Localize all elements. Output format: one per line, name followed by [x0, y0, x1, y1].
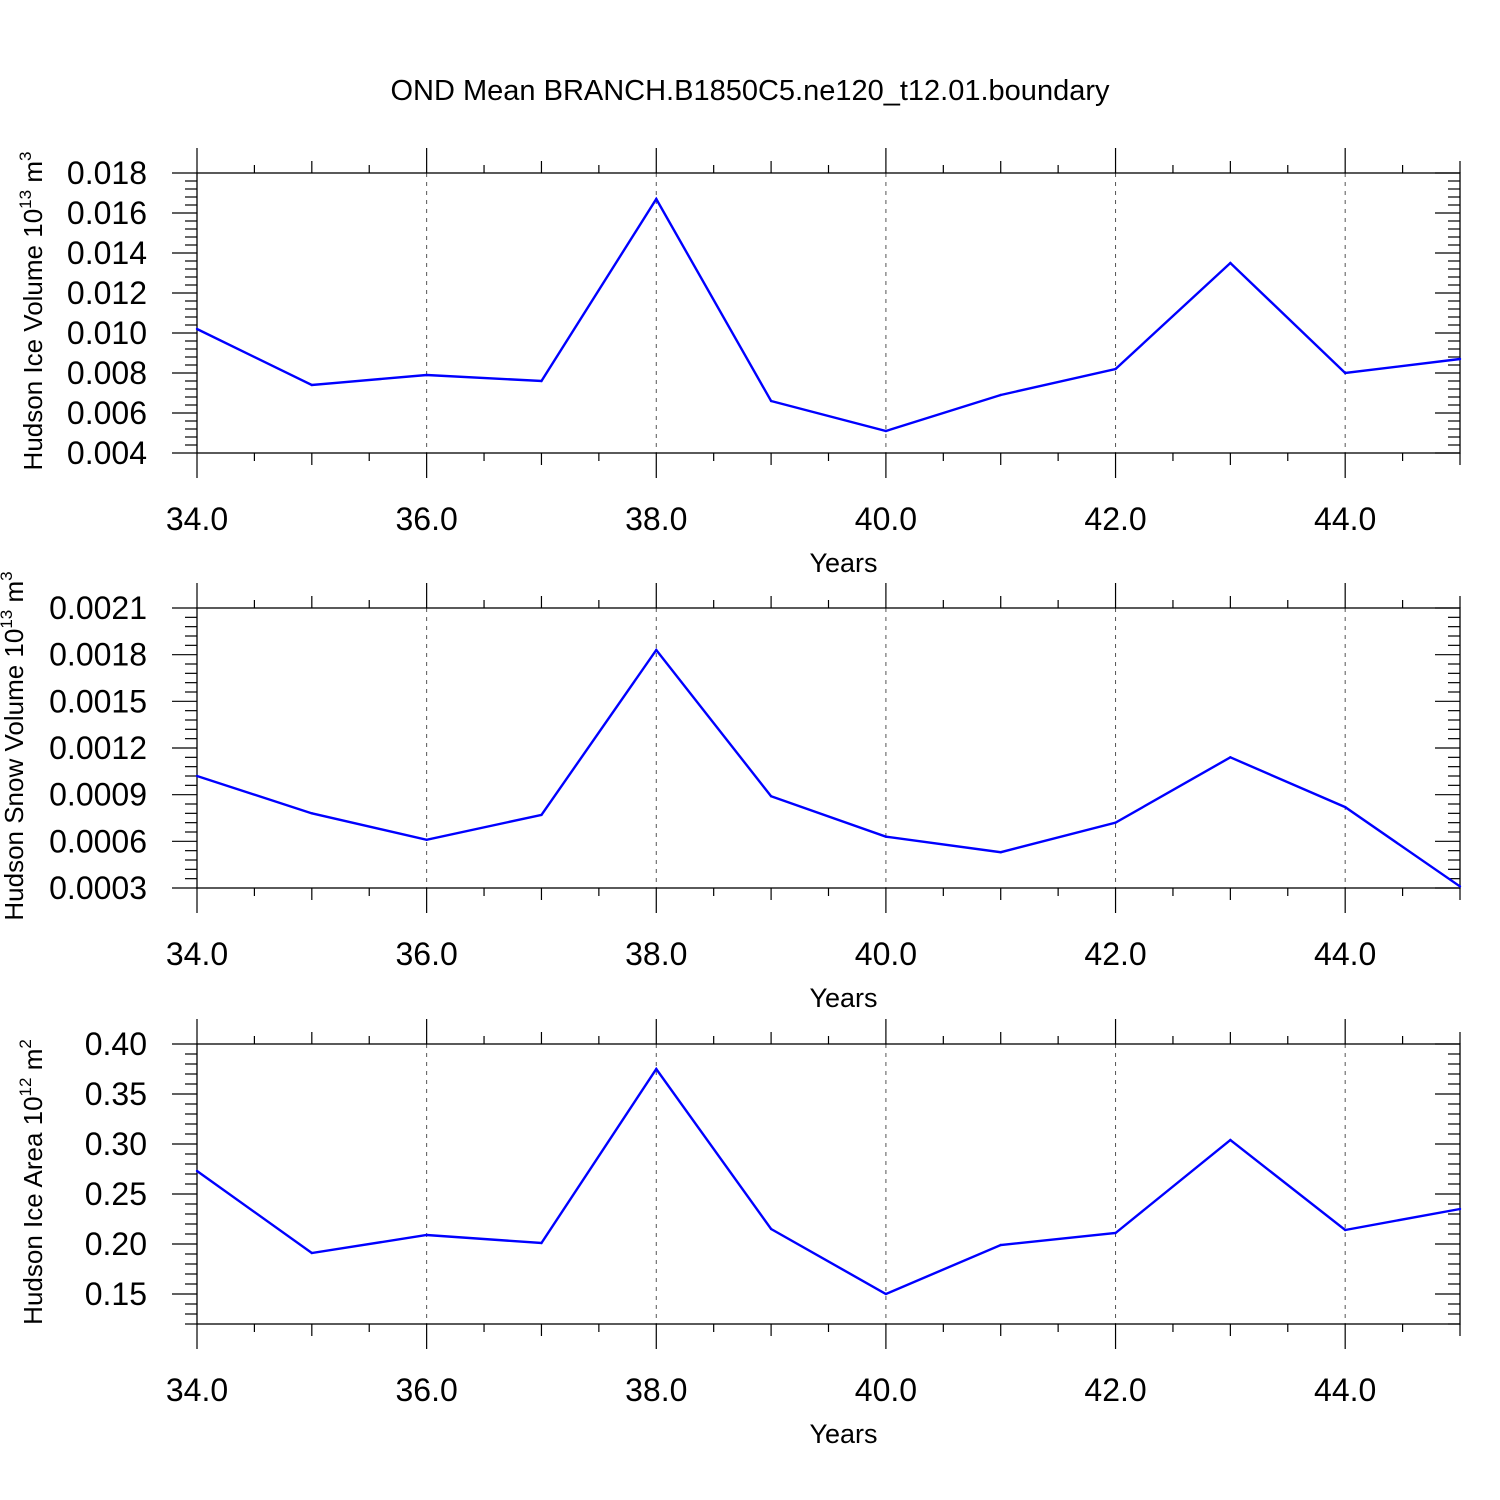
data-point	[195, 774, 199, 778]
data-point	[540, 813, 543, 817]
y-tick-label: 0.006	[67, 395, 147, 431]
x-axis-title: Years	[809, 1419, 877, 1449]
x-tick-label: 38.0	[625, 1372, 687, 1408]
y-tick-label: 0.010	[67, 315, 147, 351]
y-tick-label: 0.008	[67, 355, 147, 391]
data-point	[999, 1243, 1002, 1247]
x-tick-label: 40.0	[855, 501, 917, 537]
plot-frame	[196, 172, 1461, 454]
y-tick-label: 0.25	[85, 1176, 147, 1212]
x-tick-label: 42.0	[1084, 936, 1146, 972]
plot-frame	[196, 607, 1461, 889]
series-line	[196, 1066, 1461, 1296]
data-point	[769, 399, 773, 403]
x-tick-label: 36.0	[395, 501, 457, 537]
y-tick-label: 0.012	[67, 275, 147, 311]
x-tick-label: 38.0	[625, 501, 687, 537]
x-tick-label: 34.0	[166, 501, 228, 537]
data-point	[425, 373, 428, 377]
data-point	[1458, 885, 1462, 888]
data-point	[1458, 357, 1462, 361]
data-point	[310, 1251, 314, 1255]
chart-panel-1: 34.0 36.0 38.0 40.0 42.0 44.0 0.004 0.006 0.008 0…	[16, 148, 1462, 578]
data-point	[1343, 805, 1347, 809]
data-point	[1229, 261, 1232, 265]
y-axis-title: Hudson Ice Area 1012 m2	[16, 1039, 48, 1325]
data-point	[884, 835, 888, 838]
y-tick-label: 0.004	[67, 435, 147, 471]
x-tick-label: 44.0	[1314, 1372, 1376, 1408]
y-tick-label: 0.016	[67, 195, 147, 231]
y-axis-title: Hudson Snow Volume 1013 m3	[0, 571, 29, 920]
data-point	[655, 648, 658, 652]
data-point	[884, 1292, 888, 1296]
data-point	[1229, 756, 1232, 759]
y-tick-label: 0.20	[85, 1226, 147, 1262]
x-tick-label: 42.0	[1084, 501, 1146, 537]
y-tick-label: 0.0018	[49, 637, 147, 673]
y-tick-label: 0.0012	[49, 730, 147, 766]
x-tick-label: 36.0	[395, 1372, 457, 1408]
y-tick-label: 0.15	[85, 1276, 147, 1312]
data-point	[425, 838, 428, 841]
data-point	[540, 1241, 543, 1245]
data-point	[1343, 1228, 1347, 1232]
y-tick-label: 0.30	[85, 1126, 147, 1162]
data-point	[1114, 821, 1117, 824]
data-point	[999, 851, 1002, 854]
y-tick-label: 0.014	[67, 235, 147, 271]
y-tick-label: 0.0009	[49, 777, 147, 813]
y-tick-label: 0.0006	[49, 823, 147, 859]
data-point	[1229, 1138, 1232, 1142]
y-tick-label: 0.0003	[49, 870, 147, 906]
data-point	[310, 812, 314, 815]
data-point	[195, 327, 199, 331]
y-tick-label: 0.35	[85, 1076, 147, 1112]
data-point	[1114, 367, 1117, 371]
data-point	[425, 1233, 428, 1237]
x-tick-label: 40.0	[855, 1372, 917, 1408]
data-point	[540, 379, 543, 383]
y-tick-label: 0.0015	[49, 683, 147, 719]
data-point	[884, 429, 888, 433]
plot-frame	[196, 1043, 1461, 1325]
y-tick-label: 0.018	[67, 155, 147, 191]
y-tick-label: 0.0021	[49, 590, 147, 626]
series-line	[196, 196, 1461, 433]
data-point	[310, 383, 314, 387]
x-tick-label: 34.0	[166, 936, 228, 972]
x-tick-label: 38.0	[625, 936, 687, 972]
series-line	[196, 647, 1461, 888]
y-axis-title: Hudson Ice Volume 1013 m3	[16, 152, 48, 471]
x-tick-label: 44.0	[1314, 501, 1376, 537]
data-point	[999, 393, 1002, 397]
chart-panel-3: 34.0 36.0 38.0 40.0 42.0 44.0 0.15 0.20 0.25 0.30…	[16, 1019, 1462, 1449]
data-point	[1114, 1231, 1117, 1235]
data-point	[1343, 371, 1347, 375]
data-point	[655, 197, 658, 201]
x-axis-title: Years	[809, 548, 877, 578]
x-tick-label: 44.0	[1314, 936, 1376, 972]
x-tick-label: 34.0	[166, 1372, 228, 1408]
data-point	[769, 795, 773, 798]
data-point	[655, 1067, 658, 1071]
chart-panel-2: 34.0 36.0 38.0 40.0 42.0 44.0 0.0003 0.0006 0.00…	[0, 571, 1462, 1013]
data-point	[195, 1169, 199, 1173]
figure-title: OND Mean BRANCH.B1850C5.ne120_t12.01.bou…	[391, 75, 1110, 107]
y-tick-label: 0.40	[85, 1026, 147, 1062]
x-axis-title: Years	[809, 983, 877, 1013]
x-tick-label: 42.0	[1084, 1372, 1146, 1408]
data-point	[769, 1227, 773, 1231]
x-tick-label: 36.0	[395, 936, 457, 972]
data-point	[1458, 1207, 1462, 1211]
x-tick-label: 40.0	[855, 936, 917, 972]
